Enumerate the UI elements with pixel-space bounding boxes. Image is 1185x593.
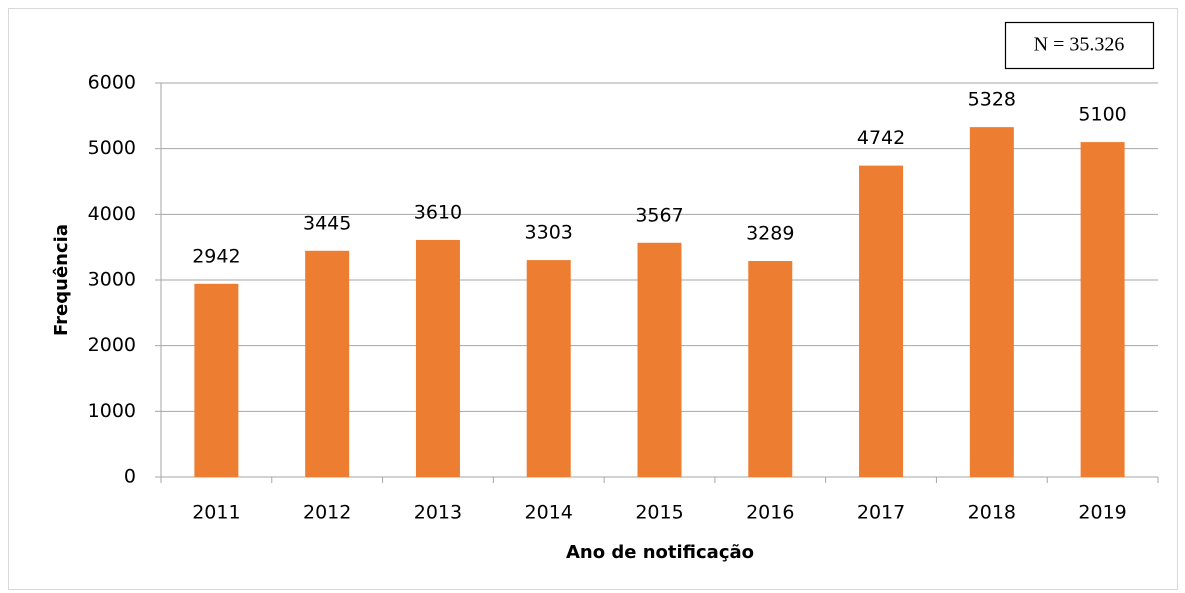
bar — [194, 283, 239, 477]
bar — [1080, 142, 1125, 477]
data-label: 3567 — [635, 204, 683, 226]
x-tick-label: 2019 — [1078, 502, 1126, 524]
data-label: 4742 — [857, 127, 905, 149]
annotation-box — [1004, 21, 1155, 70]
bar — [859, 165, 904, 477]
bar — [748, 261, 793, 477]
x-tick-label: 2017 — [857, 502, 905, 524]
data-label: 5100 — [1078, 104, 1126, 126]
x-tick-label: 2011 — [192, 502, 240, 524]
x-tick-label: 2016 — [746, 502, 794, 524]
annotation: N = 35.326 — [1034, 34, 1125, 56]
data-label: 3610 — [414, 201, 462, 223]
bar — [305, 250, 350, 477]
data-label: 2942 — [192, 245, 240, 267]
y-tick-label: 1000 — [88, 400, 136, 422]
bar — [415, 239, 460, 477]
bar — [526, 260, 571, 477]
bar — [637, 242, 682, 477]
data-label: 3303 — [525, 222, 573, 244]
x-tick-label: 2018 — [968, 502, 1016, 524]
y-tick-label: 3000 — [88, 269, 136, 291]
x-axis-title: Ano de notificação — [566, 542, 754, 563]
x-tick-label: 2015 — [635, 502, 683, 524]
y-tick-label: 0 — [124, 466, 136, 488]
y-tick-label: 4000 — [88, 203, 136, 225]
y-tick-label: 2000 — [88, 334, 136, 356]
y-tick-label: 6000 — [88, 72, 136, 94]
data-label: 3289 — [746, 223, 794, 245]
y-axis-title: Frequência — [51, 224, 72, 336]
bar — [969, 127, 1014, 478]
y-tick-label: 5000 — [88, 137, 136, 159]
data-label: 3445 — [303, 212, 351, 234]
data-label: 5328 — [968, 89, 1016, 111]
x-tick-label: 2013 — [414, 502, 462, 524]
x-tick-label: 2012 — [303, 502, 351, 524]
x-tick-label: 2014 — [525, 502, 573, 524]
